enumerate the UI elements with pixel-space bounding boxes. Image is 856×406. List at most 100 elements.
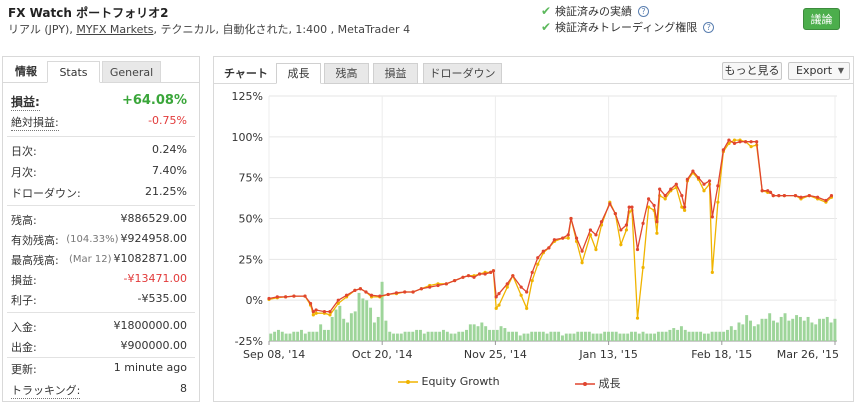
stat-row-monthly: 月次: 7.40%: [11, 164, 187, 180]
account-currency: リアル (JPY),: [8, 23, 77, 36]
stat-value: +64.08%: [121, 93, 187, 108]
data-point-growth: [489, 270, 493, 274]
stat-label: 入金:: [11, 321, 37, 334]
data-point-growth: [491, 269, 496, 273]
more-button[interactable]: もっと見る: [722, 62, 782, 80]
stat-value: (104.33%) ¥924958.00: [66, 232, 187, 245]
data-point-growth: [743, 140, 748, 144]
stat-note: (104.33%): [66, 234, 119, 245]
volume-bar: [407, 331, 411, 341]
volume-bar: [315, 331, 319, 341]
volume-bar: [388, 331, 392, 341]
data-point-equity-growth: [505, 285, 509, 289]
tab-drawdown[interactable]: ドローダウン: [423, 63, 502, 84]
volume-bar: [449, 333, 453, 341]
data-point-growth: [816, 195, 820, 199]
volume-bar: [330, 316, 334, 341]
volume-bar: [491, 329, 495, 341]
x-tick-label: Jan 13, '15: [578, 348, 637, 361]
stat-label[interactable]: 絶対損益:: [11, 116, 59, 131]
divider: [7, 205, 195, 206]
volume-bar: [668, 329, 672, 341]
data-point-growth: [655, 220, 659, 224]
data-point-growth: [292, 294, 296, 298]
volume-bar: [560, 335, 564, 341]
volume-bar: [480, 322, 484, 341]
legend-equity-growth[interactable]: Equity Growth: [398, 375, 500, 388]
volume-bar: [699, 331, 703, 341]
volume-bar: [453, 333, 457, 341]
data-point-growth: [497, 292, 501, 296]
volume-bar: [706, 333, 710, 341]
y-tick-label: 0%: [246, 294, 263, 307]
data-point-growth: [599, 220, 604, 224]
data-point-equity-growth: [530, 278, 534, 283]
data-point-growth: [658, 187, 662, 191]
tab-stats[interactable]: Stats: [47, 61, 100, 83]
tab-general[interactable]: General: [102, 61, 161, 83]
volume-bar: [695, 331, 699, 341]
broker-link[interactable]: MYFX Markets: [76, 23, 154, 36]
volume-bar: [296, 331, 300, 341]
divider: [7, 312, 195, 313]
data-point-growth: [807, 194, 811, 198]
stat-value: -¥535.00: [137, 292, 187, 305]
chevron-down-icon: ▼: [837, 66, 844, 75]
data-point-growth: [766, 189, 770, 193]
volume-bar: [338, 305, 342, 341]
volume-bar: [326, 329, 330, 341]
tab-profit[interactable]: 損益: [373, 63, 418, 84]
data-point-equity-growth: [702, 189, 706, 193]
legend-growth[interactable]: 成長: [575, 375, 621, 391]
data-point-growth: [680, 194, 684, 198]
volume-bar: [749, 320, 752, 341]
stat-value: 8: [180, 382, 187, 395]
x-tick-label: Mar 26, '15: [777, 348, 839, 361]
stat-label: 更新:: [11, 363, 37, 376]
legend-label: Equity Growth: [421, 375, 500, 388]
data-point-growth: [721, 148, 725, 152]
stat-label: 損益:: [11, 274, 37, 287]
stat-note: (Mar 12): [68, 254, 112, 265]
volume-bar: [323, 329, 326, 341]
data-point-equity-growth: [588, 233, 593, 237]
data-point-growth: [793, 194, 798, 198]
data-point-growth: [308, 301, 313, 306]
stat-label: 利子:: [11, 294, 37, 307]
help-icon[interactable]: ?: [638, 5, 649, 17]
stat-row-equity: 有効残高: (104.33%) ¥924958.00: [11, 232, 187, 248]
volume-bar: [676, 329, 680, 341]
stat-label[interactable]: トラッキング:: [11, 384, 81, 399]
help-icon[interactable]: ?: [703, 21, 715, 33]
data-point-equity-growth: [566, 236, 570, 240]
stat-label: 残高:: [11, 214, 37, 227]
volume-bar: [346, 322, 349, 341]
volume-bar: [806, 316, 810, 341]
discuss-button[interactable]: 議論: [803, 8, 840, 30]
tab-growth[interactable]: 成長: [276, 63, 321, 84]
stat-value: ¥1800000.00: [113, 319, 187, 332]
data-point-growth: [696, 176, 701, 180]
volume-bar: [576, 331, 580, 341]
volume-bar: [591, 333, 595, 341]
data-point-growth: [594, 233, 598, 237]
x-tick-label: Feb 18, '15: [691, 348, 752, 361]
volume-bar: [580, 331, 584, 341]
volume-bar: [741, 324, 745, 341]
volume-bar: [825, 316, 829, 341]
data-point-growth: [760, 189, 764, 193]
data-point-growth: [691, 169, 695, 173]
volume-bar: [503, 328, 507, 341]
data-point-equity-growth: [519, 293, 523, 297]
volume-bar: [422, 333, 426, 341]
divider: [7, 136, 195, 137]
tab-balance[interactable]: 残高: [324, 63, 369, 84]
y-tick-label: 75%: [239, 172, 263, 185]
stat-row-tracking: トラッキング: 8: [11, 382, 187, 399]
volume-bar: [461, 331, 465, 341]
export-dropdown[interactable]: Export ▼: [788, 62, 850, 80]
stat-label[interactable]: 損益:: [11, 95, 40, 111]
volume-bar: [722, 331, 726, 341]
stat-value: 1 minute ago: [113, 361, 187, 374]
volume-bar: [814, 324, 818, 341]
